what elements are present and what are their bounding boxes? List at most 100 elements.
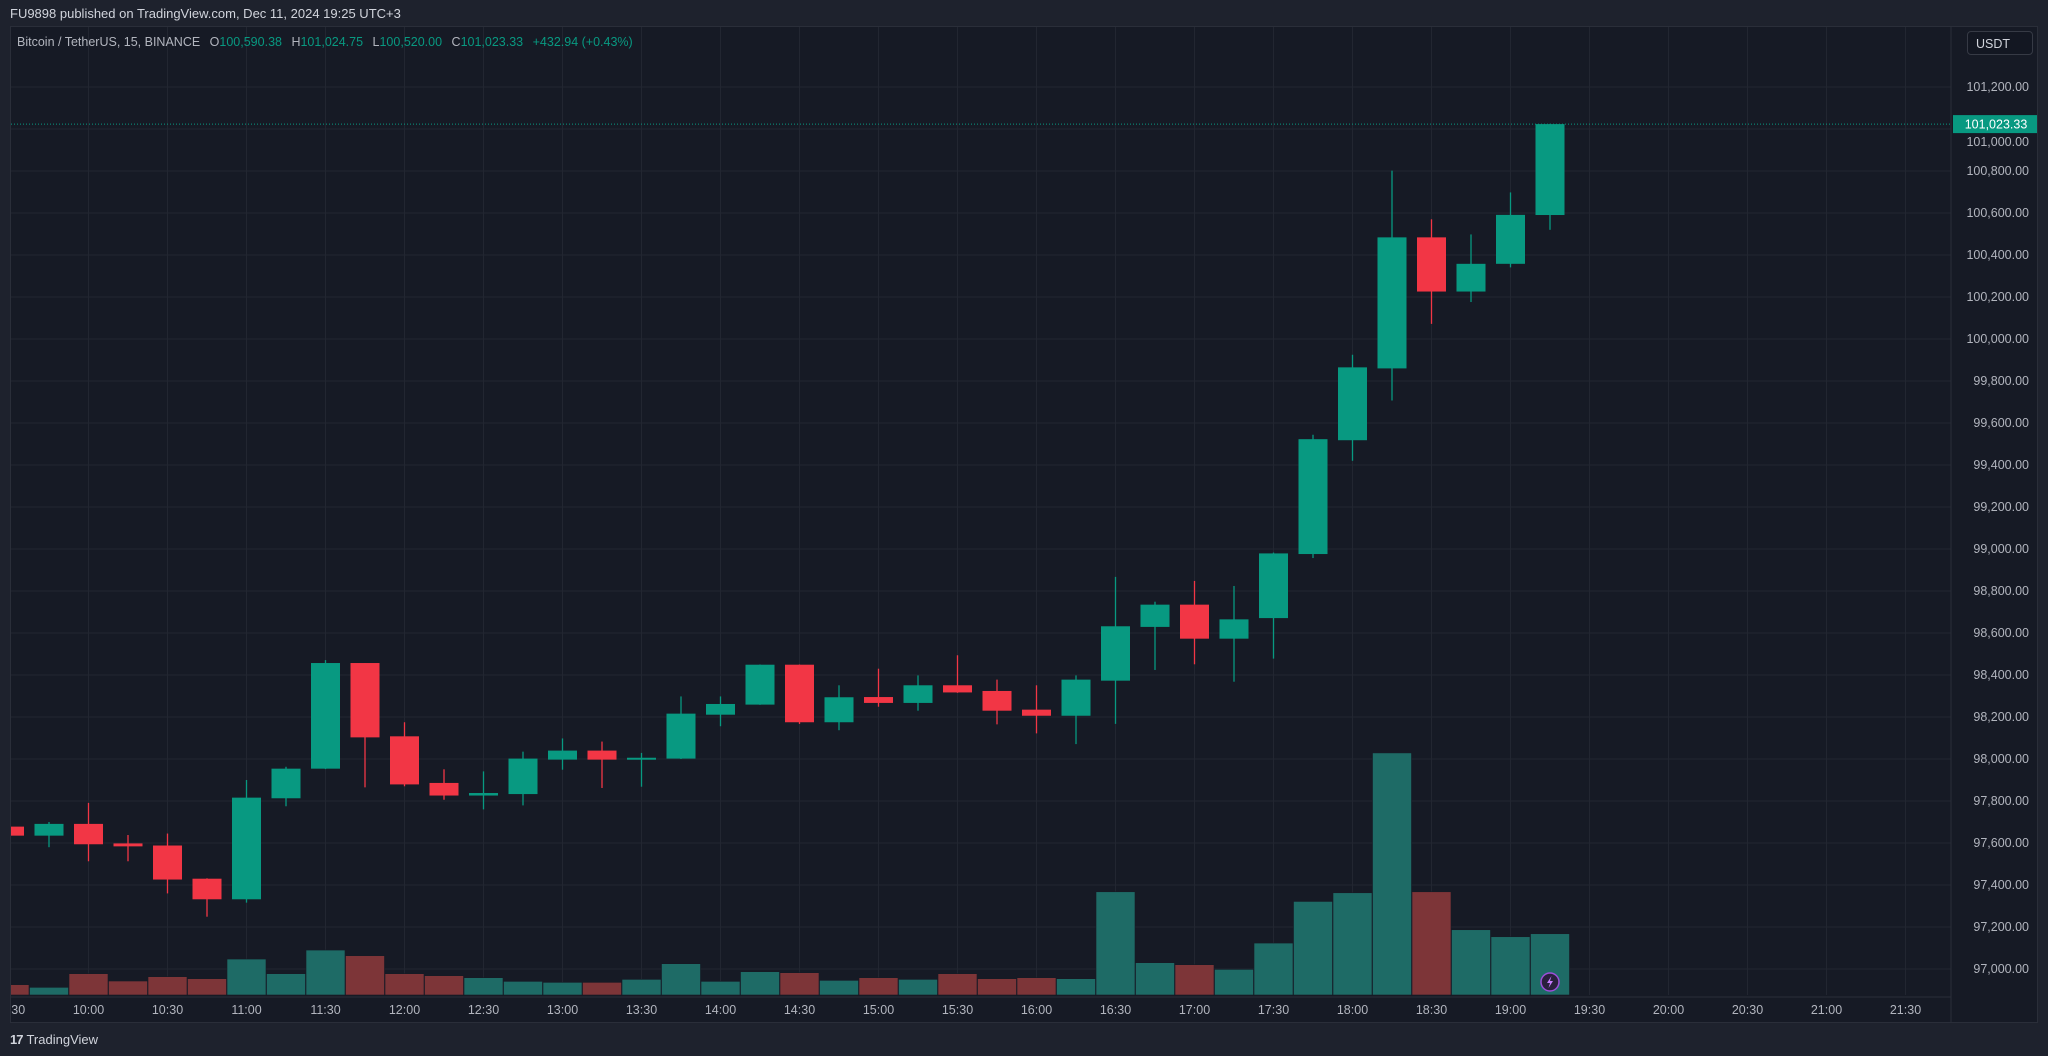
volume-bar xyxy=(1016,977,1057,996)
time-tick-label: 20:30 xyxy=(1732,1003,1763,1017)
price-tick-label: 99,800.00 xyxy=(1973,374,2029,388)
candle-body xyxy=(1496,214,1525,264)
candle-body xyxy=(785,664,814,723)
candle-body xyxy=(11,826,24,836)
price-tick-label: 97,800.00 xyxy=(1973,794,2029,808)
candle-body xyxy=(745,664,775,705)
volume-bar xyxy=(1214,969,1254,996)
time-tick-label: 19:00 xyxy=(1495,1003,1526,1017)
low-label: L xyxy=(372,35,380,49)
price-tick-label: 99,200.00 xyxy=(1973,500,2029,514)
candle-body xyxy=(982,690,1012,711)
candle xyxy=(311,660,340,770)
candle xyxy=(1417,219,1446,324)
candle-body xyxy=(350,663,380,738)
volume-bar xyxy=(621,979,662,996)
candle-body xyxy=(192,878,222,900)
candle xyxy=(785,664,814,724)
currency-button[interactable]: USDT xyxy=(1967,31,2033,55)
time-tick-label: 11:30 xyxy=(310,1003,340,1017)
volume-bar xyxy=(1490,936,1531,996)
candle-body xyxy=(903,685,933,703)
candle-body xyxy=(1535,124,1565,216)
volume-bar xyxy=(345,955,385,996)
volume-bar xyxy=(503,981,543,996)
candle xyxy=(1022,685,1051,734)
candle xyxy=(982,679,1012,725)
price-tick-label: 100,400.00 xyxy=(1966,248,2029,262)
candle xyxy=(1496,192,1525,268)
high-label: H xyxy=(291,35,301,49)
candle-body xyxy=(34,823,64,836)
time-tick-label: 11:00 xyxy=(231,1003,261,1017)
candle-body xyxy=(232,797,261,900)
volume-bar xyxy=(700,981,741,996)
price-tick-label: 97,000.00 xyxy=(1973,962,2029,976)
time-tick-label: 21:30 xyxy=(1890,1003,1921,1017)
candle-body xyxy=(153,845,182,880)
volume-bar xyxy=(740,971,780,996)
time-tick-label: 18:30 xyxy=(1416,1003,1447,1017)
close-value: 101,023.33 xyxy=(460,35,524,49)
price-tick-label: 101,000.00 xyxy=(1966,135,2029,149)
open-label: O xyxy=(209,35,220,49)
volume-bar xyxy=(266,973,306,996)
time-tick-label: 12:30 xyxy=(468,1003,499,1017)
volume-bar xyxy=(305,949,346,996)
candlestick-chart[interactable]: 101,200.00 101,000.00 100,800.00 100,600.00… xyxy=(11,27,2038,1023)
high-value: 101,024.75 xyxy=(300,35,364,49)
chart-panel[interactable]: 101,200.00 101,000.00 100,800.00 100,600.00… xyxy=(10,26,2038,1023)
time-tick-label: 12:00 xyxy=(389,1003,420,1017)
volume-bar xyxy=(819,980,859,996)
time-tick-label: 15:00 xyxy=(863,1003,894,1017)
volume-bar xyxy=(463,977,504,996)
candle-body xyxy=(548,750,577,760)
volume-bar xyxy=(1095,891,1136,996)
volume-bar xyxy=(187,978,227,996)
last-price-label: 101,023.33 xyxy=(1965,118,2028,132)
change-value: +432.94 (+0.43%) xyxy=(532,35,633,49)
time-tick-label: 17:30 xyxy=(1258,1003,1289,1017)
candle-body xyxy=(469,793,498,796)
price-tick-label: 99,600.00 xyxy=(1973,416,2029,430)
candle-body xyxy=(1061,679,1091,716)
candle xyxy=(627,752,656,787)
brand-name[interactable]: TradingView xyxy=(26,1032,99,1047)
footer: 17 TradingView xyxy=(10,1032,98,1047)
volume-bar xyxy=(226,958,267,996)
candle xyxy=(1456,234,1486,303)
volume-bar xyxy=(937,973,978,996)
candle-body xyxy=(390,736,419,785)
volume-bar xyxy=(977,978,1017,996)
candle xyxy=(1219,585,1249,682)
candle xyxy=(271,766,301,807)
candle-body xyxy=(74,823,103,845)
volume-bar xyxy=(424,975,464,996)
candle-body xyxy=(508,758,538,795)
candle xyxy=(153,833,182,894)
price-tick-label: 100,200.00 xyxy=(1966,290,2029,304)
candle xyxy=(745,664,775,705)
time-tick-label: 13:00 xyxy=(547,1003,578,1017)
volume-bar xyxy=(542,982,583,996)
candle-body xyxy=(943,685,972,693)
candle xyxy=(232,780,261,903)
symbol-name[interactable]: Bitcoin / TetherUS, 15, BINANCE xyxy=(17,35,201,49)
candle xyxy=(943,655,972,693)
last-price-tag xyxy=(1953,115,2037,134)
candle xyxy=(508,751,538,806)
candle xyxy=(11,826,24,836)
candle xyxy=(192,878,222,917)
candle xyxy=(113,835,143,862)
candle-body xyxy=(1338,367,1367,441)
time-tick-label: 10:00 xyxy=(73,1003,104,1017)
price-tick-label: 99,400.00 xyxy=(1973,458,2029,472)
price-tick-label: 98,400.00 xyxy=(1973,668,2029,682)
time-tick-label: 16:00 xyxy=(1021,1003,1052,1017)
candle xyxy=(824,685,854,731)
publish-info: FU9898 published on TradingView.com, Dec… xyxy=(10,6,401,21)
price-tick-label: 100,800.00 xyxy=(1966,164,2029,178)
tradingview-logo-icon: 17 xyxy=(10,1032,24,1047)
candle-body xyxy=(1140,604,1170,627)
volume-bar xyxy=(108,980,148,996)
